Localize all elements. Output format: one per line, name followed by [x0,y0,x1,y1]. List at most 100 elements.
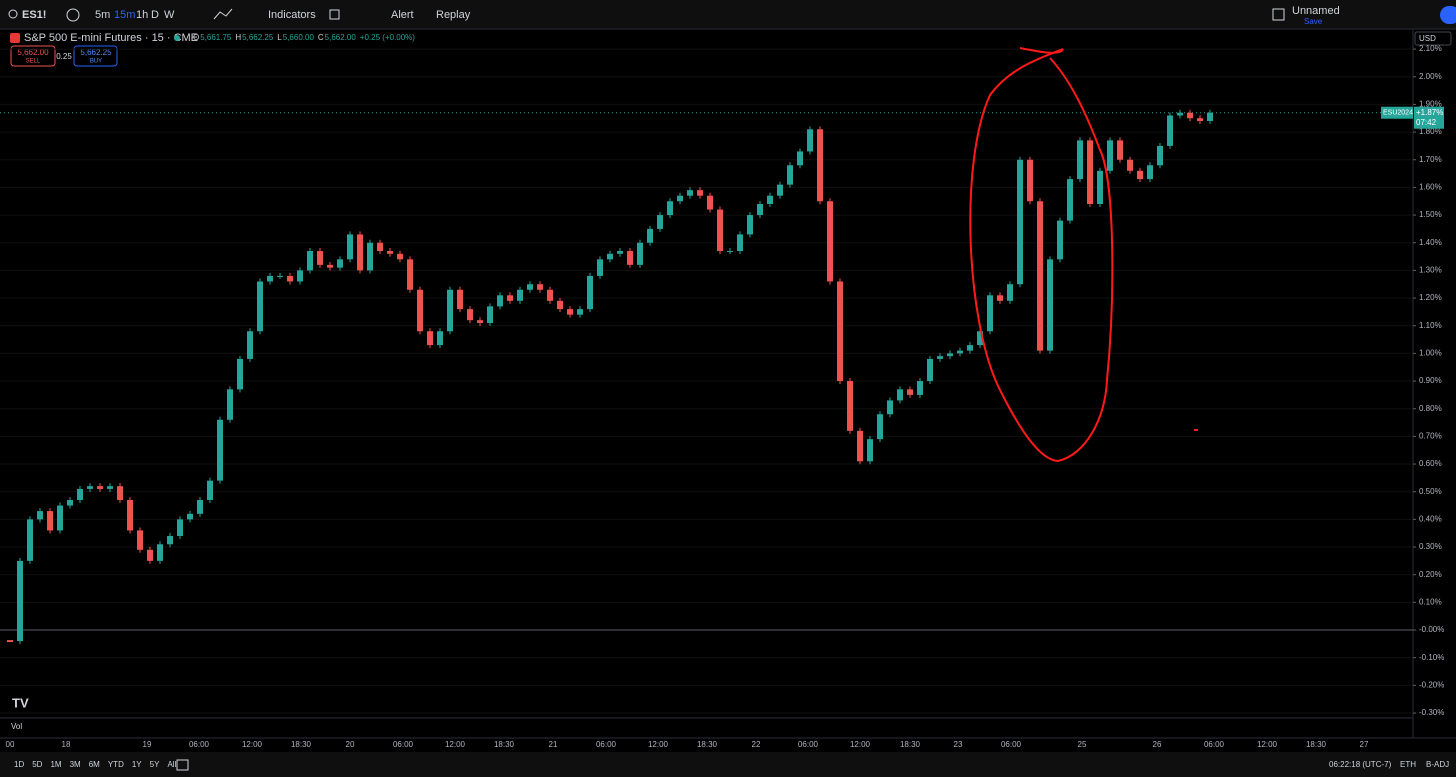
candle [467,309,473,321]
interval[interactable]: W [164,9,175,21]
symbol-title: S&P 500 E-mini Futures · 15 · CME [24,32,198,44]
candle [67,500,73,506]
candle [197,500,203,514]
symbol[interactable]: ES1! [22,9,46,21]
candle [327,264,333,268]
candle [817,129,823,202]
candle [277,275,283,277]
y-tick-label: 1.70% [1419,155,1442,164]
candle [607,253,613,260]
publish-button[interactable] [1440,6,1456,24]
x-tick-label: 06:00 [798,740,819,749]
interval[interactable]: D [151,9,159,21]
range-button[interactable]: 5D [32,760,42,769]
layout-name[interactable]: Unnamed [1292,5,1340,17]
candle [157,544,163,561]
candle [807,129,813,152]
save-button[interactable]: Save [1304,17,1323,26]
y-tick-label: 1.30% [1419,266,1442,275]
search-icon[interactable] [8,9,18,19]
candle [377,242,383,252]
footer [0,752,1456,777]
candle [47,511,53,531]
candle [537,284,543,290]
range-button[interactable]: All [167,760,176,769]
candle [107,486,113,489]
sell-label[interactable]: SELL [26,59,41,65]
candle [87,486,93,489]
candle [647,228,653,243]
range-button[interactable]: 1M [50,760,61,769]
candle [1087,140,1093,205]
y-tick-label: -0.10% [1419,653,1444,662]
buy-price[interactable]: 5,662.25 [80,48,112,57]
y-tick-label: 1.90% [1419,100,1442,109]
ohlc-key: O [193,33,199,42]
candle [77,488,83,501]
range-button[interactable]: YTD [108,760,124,769]
y-tick-label: 0.20% [1419,570,1442,579]
y-tick-label: 0.30% [1419,542,1442,551]
range-button[interactable]: 5Y [150,760,160,769]
candle [637,242,643,265]
interval[interactable]: 15m [114,9,135,21]
buy-button[interactable] [73,45,118,67]
range-button[interactable]: 1Y [132,760,142,769]
candle [557,300,563,310]
alert-button[interactable]: Alert [391,9,414,21]
clock: 06:22:18 (UTC-7) [1329,760,1392,769]
candle [37,511,43,520]
candle [767,195,773,205]
sell-price[interactable]: 5,662.00 [17,48,49,57]
candle [337,259,343,268]
candle [127,500,133,531]
candle [1207,112,1213,122]
interval[interactable]: 1h [136,9,148,21]
x-tick-label: 18:30 [494,740,515,749]
session[interactable]: ETH [1400,760,1416,769]
date-range-icon[interactable] [176,759,189,771]
add-symbol[interactable] [66,8,80,22]
candle [307,251,313,271]
replay-button[interactable]: Replay [436,9,471,21]
ohlc-value: 5,662.00 [325,33,357,42]
candle [1097,170,1103,205]
adjustment[interactable]: B-ADJ [1426,760,1449,769]
candle [727,251,733,253]
currency[interactable]: USD [1419,34,1436,43]
currency-box[interactable] [1414,31,1452,46]
candle [667,201,673,216]
range-button[interactable]: 6M [89,760,100,769]
y-tick-label: 0.50% [1419,487,1442,496]
range-button[interactable]: 3M [70,760,81,769]
y-tick-label: 0.60% [1419,459,1442,468]
candle [707,195,713,210]
sell-button[interactable] [10,45,56,67]
chart-style[interactable] [213,8,233,20]
templates[interactable] [329,9,340,20]
x-tick-label: 18 [62,740,71,749]
candle [1197,118,1203,122]
x-tick-label: 12:00 [648,740,669,749]
buy-label[interactable]: BUY [90,59,102,65]
candle [617,251,623,254]
indicators-button[interactable]: Indicators [268,9,316,21]
candle [997,295,1003,301]
candle [927,358,933,382]
candle [1147,165,1153,180]
candle [957,350,963,354]
candle [187,513,193,520]
candle [357,234,363,271]
candle [847,381,853,431]
candle [437,331,443,346]
interval[interactable]: 5m [95,9,110,21]
x-tick-label: 12:00 [1257,740,1278,749]
last-price-box [1414,106,1444,129]
layout-icon[interactable] [1272,8,1285,21]
candle [27,519,33,561]
ohlc-value: 5,662.25 [242,33,274,42]
range-button[interactable]: 1D [14,760,24,769]
candle [247,331,253,359]
candle [477,320,483,323]
